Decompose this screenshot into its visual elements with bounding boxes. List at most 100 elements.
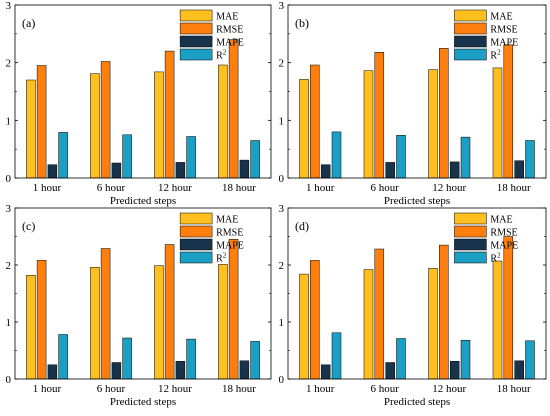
bar-rmse-3: [228, 239, 239, 380]
bar-rmse-3: [503, 236, 514, 380]
bar-r2-2: [460, 339, 471, 380]
bar-mape-3: [514, 360, 524, 380]
bar-r2-0: [331, 131, 342, 179]
x-tick-label: 18 hour: [222, 383, 256, 395]
legend-label-mape: MAPE: [490, 38, 518, 49]
bar-mape-0: [47, 164, 58, 179]
bar-mae-3: [218, 64, 228, 179]
legend-label-r2: R2: [490, 252, 501, 265]
legend-swatch-mae: [454, 212, 487, 225]
bar-mape-0: [320, 364, 331, 380]
bar-mae-3: [492, 260, 503, 380]
y-tick-label: 1: [6, 115, 12, 127]
bar-mape-3: [239, 159, 250, 179]
legend-label-mape: MAPE: [490, 241, 518, 252]
bar-r2-2: [186, 136, 196, 179]
bar-mae-1: [90, 267, 100, 380]
x-axis-label: Predicted steps: [384, 396, 450, 408]
y-tick-label: 3: [6, 203, 12, 215]
legend-label-rmse: RMSE: [490, 228, 517, 239]
bar-rmse-3: [228, 39, 239, 179]
x-tick-label: 1 hour: [306, 383, 335, 395]
bar-mape-0: [47, 364, 58, 380]
bar-mae-0: [299, 79, 309, 179]
bar-mape-3: [239, 360, 250, 380]
legend-swatch-mape: [454, 35, 487, 48]
bar-rmse-0: [310, 260, 320, 380]
bar-mae-0: [299, 273, 309, 380]
legend-label-mape: MAPE: [216, 241, 244, 252]
legend-swatch-r2: [179, 48, 213, 61]
legend-swatch-rmse: [179, 22, 213, 35]
x-tick-label: 18 hour: [497, 383, 531, 395]
legend-superscript: 2: [497, 49, 501, 57]
legend-superscript: 2: [223, 252, 227, 260]
legend-label-mae: MAE: [490, 215, 512, 226]
x-tick-label: 6 hour: [97, 182, 126, 194]
x-axis-label: Predicted steps: [110, 396, 176, 408]
y-tick-label: 3: [279, 203, 285, 215]
bar-mae-2: [154, 71, 164, 179]
y-tick-label: 2: [6, 260, 12, 272]
x-tick-label: 1 hour: [33, 383, 62, 395]
x-tick-label: 18 hour: [222, 182, 256, 194]
bar-r2-1: [122, 337, 132, 380]
bar-rmse-0: [310, 64, 320, 179]
bar-rmse-2: [439, 48, 449, 179]
legend-label-r2: R2: [216, 49, 227, 62]
legend-swatch-mape: [454, 238, 487, 251]
x-tick-label: 12 hour: [432, 383, 466, 395]
y-tick-label: 3: [279, 0, 285, 12]
chart-panel-3: 0 1 2 3 1 hour 6 hour 12 hour 18 hour Predicted …: [279, 203, 547, 408]
bar-mae-2: [428, 268, 438, 380]
x-tick-label: 1 hour: [306, 182, 335, 194]
legend-label-r2: R2: [216, 252, 227, 265]
legend-superscript: 2: [223, 49, 227, 57]
legend-swatch-mae: [454, 9, 487, 22]
bar-mape-1: [111, 362, 122, 380]
legend-label-mae: MAE: [216, 215, 238, 226]
bar-rmse-1: [374, 52, 385, 179]
legend-swatch-r2: [454, 251, 487, 264]
y-tick-label: 1: [6, 317, 12, 329]
bar-mape-2: [449, 361, 460, 380]
x-tick-label: 6 hour: [371, 383, 400, 395]
panel-label: (a): [22, 16, 35, 30]
bar-r2-2: [186, 338, 196, 380]
bar-mape-3: [514, 160, 524, 179]
legend-swatch-r2: [454, 48, 487, 61]
bar-mae-1: [363, 269, 374, 380]
bar-r2-3: [250, 341, 260, 380]
y-tick-label: 1: [279, 317, 285, 329]
bar-rmse-2: [439, 244, 449, 380]
y-tick-label: 0: [6, 374, 12, 386]
legend-label-r2: R2: [490, 49, 501, 62]
bar-r2-0: [58, 132, 68, 179]
chart-panel-2: 0 1 2 3 1 hour 6 hour 12 hour 18 hour Predicted …: [6, 203, 272, 408]
bar-rmse-2: [164, 50, 175, 179]
x-tick-label: 1 hour: [33, 182, 62, 194]
panel-label: (b): [295, 16, 309, 30]
y-tick-label: 0: [279, 374, 285, 386]
legend-swatch-rmse: [454, 225, 487, 238]
legend-label-mae: MAE: [216, 12, 238, 23]
y-tick-label: 0: [6, 173, 12, 185]
bar-mae-2: [154, 265, 164, 380]
bar-mae-0: [26, 79, 36, 179]
x-tick-label: 6 hour: [97, 383, 126, 395]
bar-rmse-1: [100, 61, 111, 179]
bar-r2-0: [331, 332, 342, 380]
bar-rmse-1: [374, 248, 385, 380]
bar-mae-1: [90, 73, 100, 179]
bar-mape-1: [385, 162, 395, 179]
legend-label-mape: MAPE: [216, 38, 244, 49]
legend-label-mae: MAE: [490, 12, 512, 23]
bar-r2-0: [58, 334, 68, 380]
bar-mae-1: [363, 70, 374, 179]
bar-mae-3: [218, 264, 228, 380]
bar-r2-1: [396, 338, 406, 380]
bar-r2-3: [525, 340, 535, 380]
x-tick-label: 12 hour: [158, 182, 192, 194]
bar-mape-2: [175, 361, 186, 380]
